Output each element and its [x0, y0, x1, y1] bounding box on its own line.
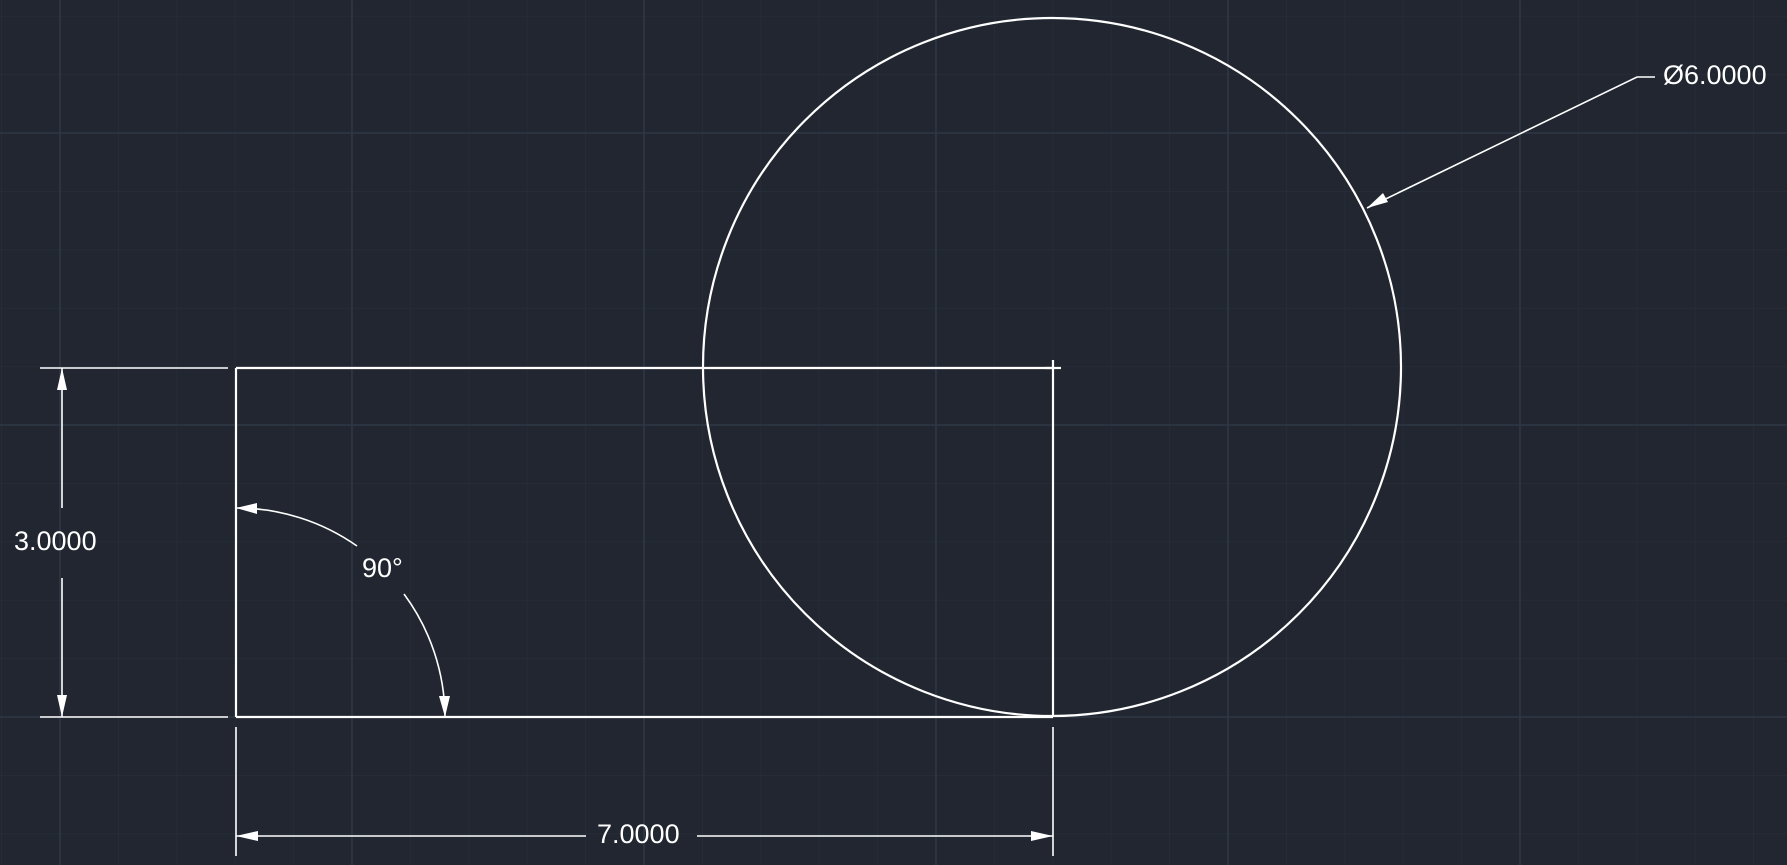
rectangle[interactable] — [234, 360, 1061, 719]
angle-dimension[interactable]: 90° — [235, 503, 450, 718]
width-label: 7.0000 — [597, 819, 680, 849]
angle-arrowhead-top — [236, 503, 257, 514]
height-dimension[interactable]: 3.0000 — [14, 367, 228, 718]
diameter-arrowhead — [1367, 193, 1388, 208]
angle-label: 90° — [362, 553, 403, 583]
circle[interactable] — [701, 16, 1403, 718]
angle-arrowhead-bottom — [439, 696, 450, 717]
diameter-label: Ø6.0000 — [1663, 60, 1767, 90]
width-arrowhead-right — [1031, 831, 1053, 841]
diameter-leader-line — [1366, 76, 1655, 209]
width-dimension[interactable]: 7.0000 — [235, 727, 1054, 856]
angle-arc-upper — [235, 507, 358, 547]
width-arrowhead-left — [236, 831, 258, 841]
height-arrowhead-bottom — [57, 695, 67, 717]
height-label: 3.0000 — [14, 526, 97, 556]
height-arrowhead-top — [57, 368, 67, 390]
diameter-dimension[interactable]: Ø6.0000 — [1366, 60, 1767, 209]
